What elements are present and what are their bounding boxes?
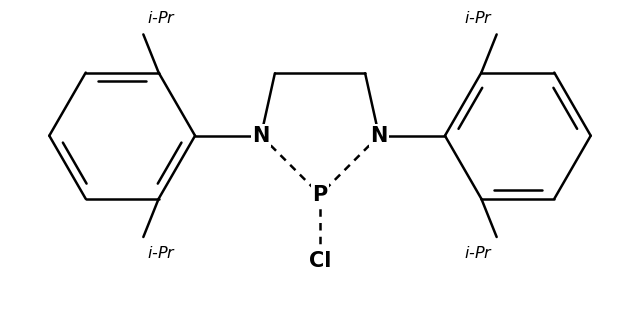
Text: $i$-Pr: $i$-Pr — [464, 245, 493, 261]
Text: N: N — [252, 126, 269, 146]
Text: $i$-Pr: $i$-Pr — [464, 10, 493, 26]
Text: P: P — [312, 185, 328, 205]
Text: $i$-Pr: $i$-Pr — [147, 245, 176, 261]
Text: N: N — [371, 126, 388, 146]
Text: $i$-Pr: $i$-Pr — [147, 10, 176, 26]
Text: Cl: Cl — [309, 251, 331, 271]
